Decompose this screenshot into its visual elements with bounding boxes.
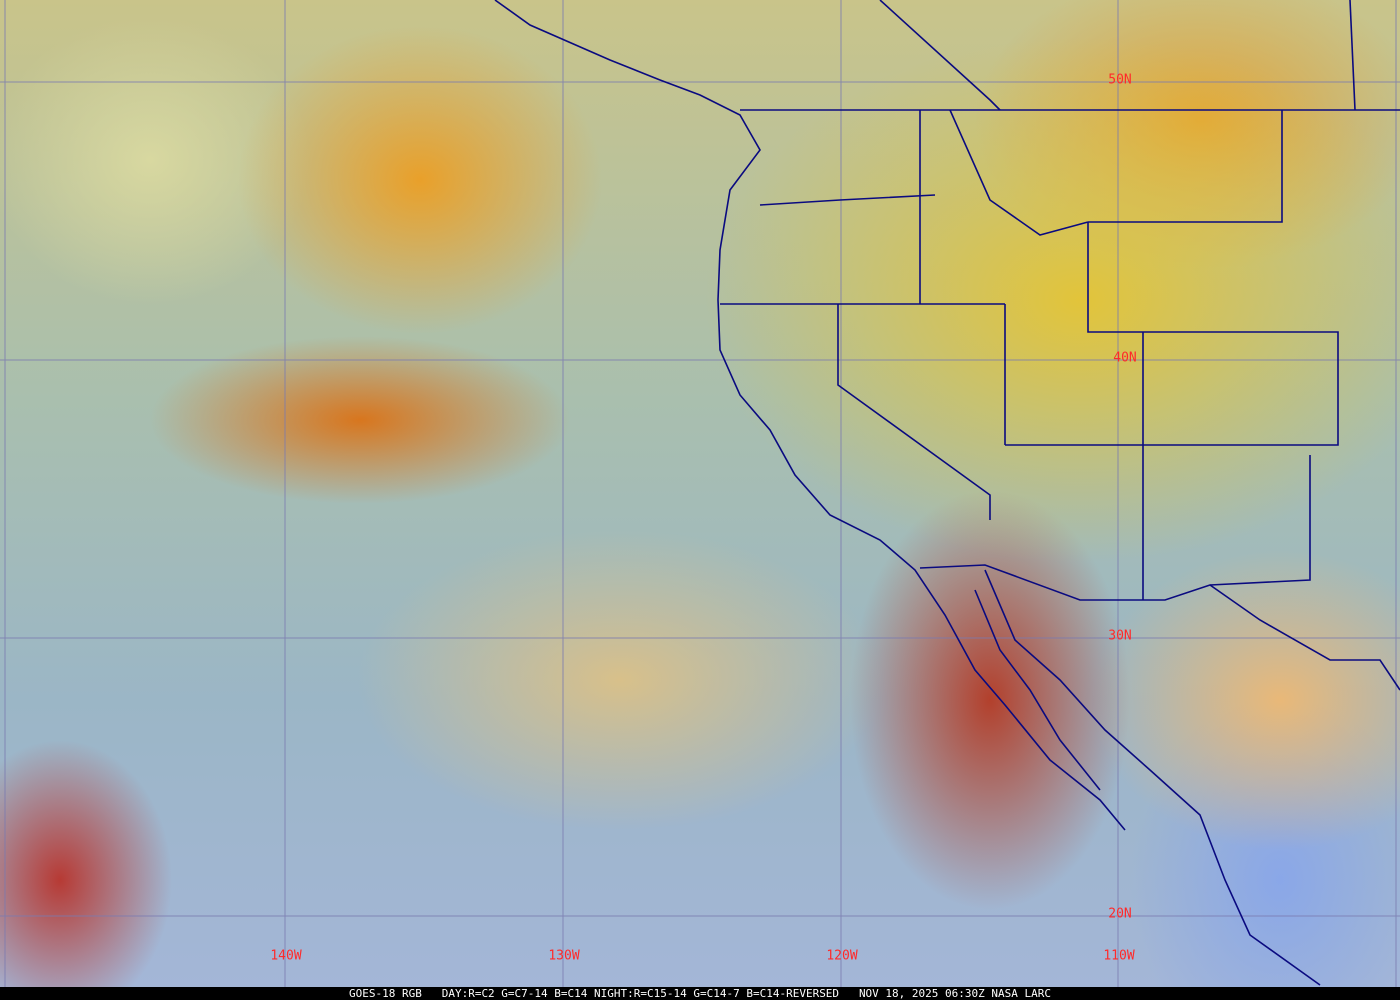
lon-label-140w: 140W bbox=[270, 948, 302, 964]
us-mexico-border bbox=[919, 564, 1400, 691]
border-wa-or bbox=[759, 194, 936, 206]
border-ut-co bbox=[1005, 222, 1339, 446]
coastline bbox=[494, 0, 1126, 831]
lat-label-50n: 50N bbox=[1108, 72, 1132, 88]
caption-product: GOES-18 RGB bbox=[348, 987, 422, 1000]
caption-datetime: NOV 18, 2025 06:30Z bbox=[858, 987, 985, 1000]
coastline-baja-west bbox=[974, 589, 1101, 791]
border-mt-wy bbox=[949, 109, 1089, 236]
caption-recipe: DAY:R=C2 G=C7-14 B=C14 NIGHT:R=C15-14 G=… bbox=[441, 987, 840, 1000]
border-canada-east bbox=[1349, 0, 1356, 111]
border-wy bbox=[1088, 110, 1283, 223]
coastlines-and-borders bbox=[494, 0, 1400, 986]
lon-label-130w: 130W bbox=[548, 948, 580, 964]
image-caption: GOES-18 RGB DAY:R=C2 G=C7-14 B=C14 NIGHT… bbox=[0, 987, 1400, 1000]
border-nm-tx bbox=[1209, 455, 1311, 586]
border-canada-provinces bbox=[879, 0, 1001, 111]
lat-label-30n: 30N bbox=[1108, 628, 1132, 644]
lat-label-20n: 20N bbox=[1108, 906, 1132, 922]
caption-source: NASA LARC bbox=[991, 987, 1052, 1000]
lon-label-110w: 110W bbox=[1103, 948, 1135, 964]
coastline-gulf-east bbox=[984, 569, 1321, 986]
lon-label-120w: 120W bbox=[826, 948, 858, 964]
border-ca-nv bbox=[837, 304, 991, 520]
lat-label-40n: 40N bbox=[1113, 350, 1137, 366]
